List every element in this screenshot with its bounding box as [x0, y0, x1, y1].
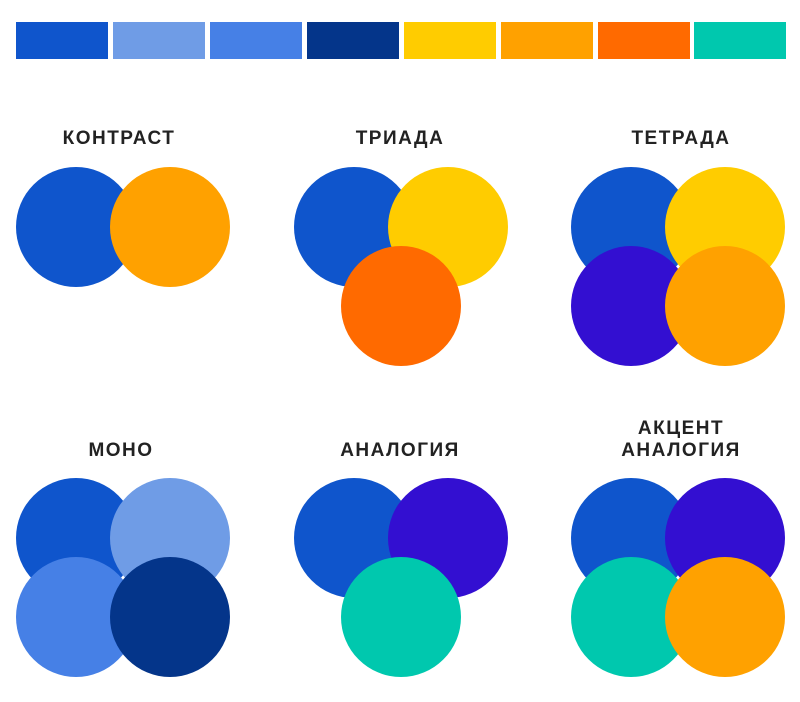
- color-circle: [665, 246, 785, 366]
- scheme-title: ТЕТРАДА: [566, 128, 796, 150]
- scheme-contrast: КОНТРАСТ: [4, 128, 234, 368]
- palette-swatch-navy: [307, 22, 399, 59]
- color-circle: [341, 557, 461, 677]
- scheme-title: ТРИАДА: [285, 128, 515, 150]
- scheme-title-line: АНАЛОГИЯ: [340, 440, 460, 461]
- color-circle: [110, 167, 230, 287]
- scheme-title: АКЦЕНТ АНАЛОГИЯ: [566, 418, 796, 462]
- scheme-title: МОНО: [6, 440, 236, 462]
- palette-swatch-teal: [694, 22, 786, 59]
- scheme-title-line: КОНТРАСТ: [62, 128, 176, 149]
- palette-swatch-medium-blue: [210, 22, 302, 59]
- palette-swatch-light-blue: [113, 22, 205, 59]
- scheme-title-line: АКЦЕНТ: [637, 418, 725, 439]
- scheme-analogy: АНАЛОГИЯ: [285, 418, 515, 688]
- scheme-accent-analogy: АКЦЕНТ АНАЛОГИЯ: [566, 418, 796, 688]
- scheme-mono: МОНО: [6, 418, 236, 688]
- color-circle: [110, 557, 230, 677]
- color-circle: [665, 557, 785, 677]
- palette-swatch-royal-blue: [16, 22, 108, 59]
- scheme-title-line: АНАЛОГИЯ: [621, 440, 741, 461]
- palette-strip: [0, 0, 800, 80]
- palette-swatch-dark-orange: [598, 22, 690, 59]
- scheme-title-line: ТРИАДА: [355, 128, 445, 149]
- scheme-title-line: МОНО: [88, 440, 154, 461]
- scheme-title: АНАЛОГИЯ: [285, 440, 515, 462]
- scheme-title: КОНТРАСТ: [4, 128, 234, 150]
- palette-swatch-orange: [501, 22, 593, 59]
- scheme-tetrad: ТЕТРАДА: [566, 128, 796, 368]
- scheme-title-line: ТЕТРАДА: [631, 128, 731, 149]
- color-circle: [341, 246, 461, 366]
- palette-swatch-yellow: [404, 22, 496, 59]
- scheme-triad: ТРИАДА: [285, 128, 515, 368]
